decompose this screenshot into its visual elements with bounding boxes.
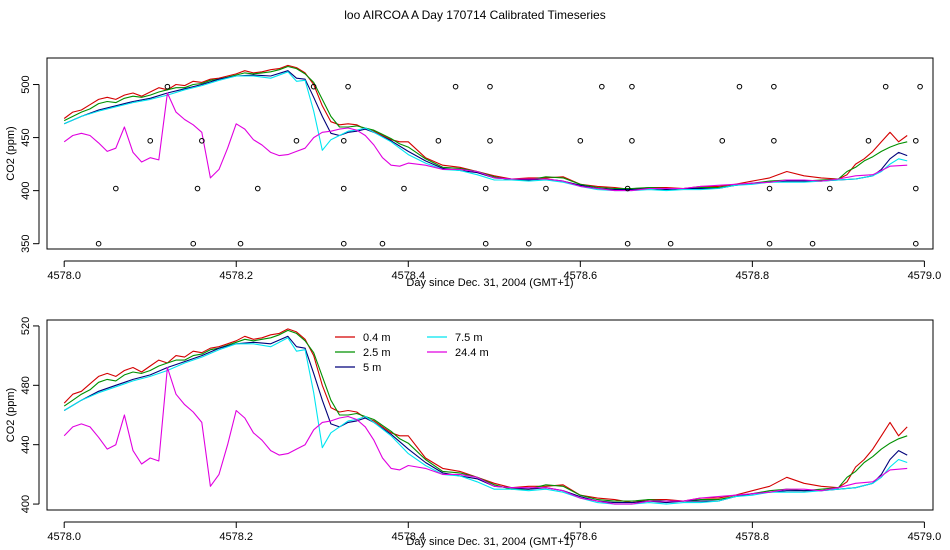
x-tick-label: 4578.8 xyxy=(736,270,770,282)
plot-area xyxy=(63,64,923,247)
scatter-point xyxy=(113,185,119,192)
series-line-2-5-m xyxy=(63,329,908,502)
scatter-point xyxy=(809,240,816,247)
scatter-point xyxy=(912,185,919,192)
scatter-point xyxy=(736,83,743,90)
scatter-point xyxy=(624,185,631,192)
y-tick-label: 520 xyxy=(20,317,32,335)
legend-label: 7.5 m xyxy=(455,332,483,344)
scatter-point xyxy=(345,83,351,90)
legend-label: 5 m xyxy=(363,362,381,374)
scatter-point xyxy=(543,185,549,192)
y-tick-label: 400 xyxy=(20,495,32,513)
y-tick-label: 450 xyxy=(20,128,32,146)
scatter-point xyxy=(95,240,102,247)
series-line-24-4-m xyxy=(63,92,908,192)
scatter-point xyxy=(482,240,489,247)
plot-frame xyxy=(46,319,934,511)
scatter-point xyxy=(629,137,635,144)
scatter-point xyxy=(766,185,773,192)
scatter-point xyxy=(487,137,493,144)
scatter-point xyxy=(452,83,459,90)
y-tick-label: 440 xyxy=(20,436,32,454)
x-axis-label: Day since Dec. 31, 2004 (GMT+1) xyxy=(406,536,573,548)
scatter-point xyxy=(917,83,923,90)
x-tick-label: 4579.0 xyxy=(908,531,942,543)
scatter-point xyxy=(194,185,201,192)
x-tick-label: 4578.4 xyxy=(391,270,425,282)
y-tick-label: 350 xyxy=(20,235,32,253)
x-tick-label: 4578.2 xyxy=(219,270,253,282)
y-axis-label: CO2 (ppm) xyxy=(5,126,17,180)
scatter-point xyxy=(771,137,777,144)
scatter-point xyxy=(912,240,919,247)
legend-label: 24.4 m xyxy=(455,347,489,359)
x-tick-label: 4578.4 xyxy=(391,531,425,543)
x-axis-label: Day since Dec. 31, 2004 (GMT+1) xyxy=(406,277,573,289)
scatter-point xyxy=(882,83,889,90)
scatter-point xyxy=(912,137,919,144)
series-line-2-5-m xyxy=(63,65,908,190)
scatter-point xyxy=(826,185,833,192)
plot-frame xyxy=(46,57,934,250)
x-tick-label: 4578.0 xyxy=(47,270,81,282)
plot-area xyxy=(63,328,908,505)
scatter-point xyxy=(482,185,489,192)
scatter-point xyxy=(487,83,493,90)
scatter-point xyxy=(199,137,205,144)
scatter-point xyxy=(525,240,532,247)
scatter-point xyxy=(379,240,386,247)
series-line-0-4-m xyxy=(63,64,908,191)
scatter-point xyxy=(577,137,584,144)
scatter-point xyxy=(771,83,777,90)
scatter-point xyxy=(147,137,154,144)
page-title: loo AIRCOA A Day 170714 Calibrated Times… xyxy=(344,8,605,22)
scatter-point xyxy=(435,137,442,144)
y-tick-label: 500 xyxy=(20,75,32,93)
series-line-7-5-m xyxy=(63,337,908,505)
series-line-7-5-m xyxy=(63,71,908,192)
x-tick-label: 4578.2 xyxy=(219,531,253,543)
scatter-point xyxy=(293,137,300,144)
y-axis-label: CO2 (ppm) xyxy=(5,388,17,442)
x-tick-label: 4578.8 xyxy=(736,531,770,543)
timeseries-panel-top: 4578.0 4578.2 4578.4 4578.6 4578.8 4579.0 350 4… xyxy=(5,57,942,289)
x-tick-label: 4579.0 xyxy=(908,270,942,282)
scatter-point xyxy=(667,240,674,247)
scatter-point xyxy=(310,83,317,90)
series-line-24-4-m xyxy=(63,366,908,505)
scatter-point xyxy=(401,185,407,192)
x-tick-label: 4578.6 xyxy=(563,531,597,543)
legend-label: 2.5 m xyxy=(363,347,391,359)
scatter-point xyxy=(190,240,197,247)
x-tick-label: 4578.0 xyxy=(47,531,81,543)
scatter-point xyxy=(766,240,773,247)
scatter-point xyxy=(340,185,347,192)
scatter-point xyxy=(254,185,261,192)
timeseries-panel-bottom: 4578.0 4578.2 4578.4 4578.6 4578.8 4579.0 400 4… xyxy=(5,317,941,548)
y-tick-label: 480 xyxy=(20,376,32,394)
series-line-0-4-m xyxy=(63,328,908,504)
scatter-point xyxy=(164,83,171,90)
scatter-point xyxy=(340,240,347,247)
scatter-point xyxy=(719,137,726,144)
x-tick-label: 4578.6 xyxy=(563,270,597,282)
scatter-point xyxy=(865,137,872,144)
legend-label: 0.4 m xyxy=(363,332,391,344)
scatter-point xyxy=(599,83,605,90)
scatter-point xyxy=(237,240,244,247)
scatter-point xyxy=(629,83,635,90)
scatter-point xyxy=(340,137,347,144)
scatter-point xyxy=(624,240,631,247)
legend: 0.4 m 2.5 m 5 m 7.5 m 24.4 m xyxy=(335,332,489,374)
y-tick-label: 400 xyxy=(20,181,32,199)
